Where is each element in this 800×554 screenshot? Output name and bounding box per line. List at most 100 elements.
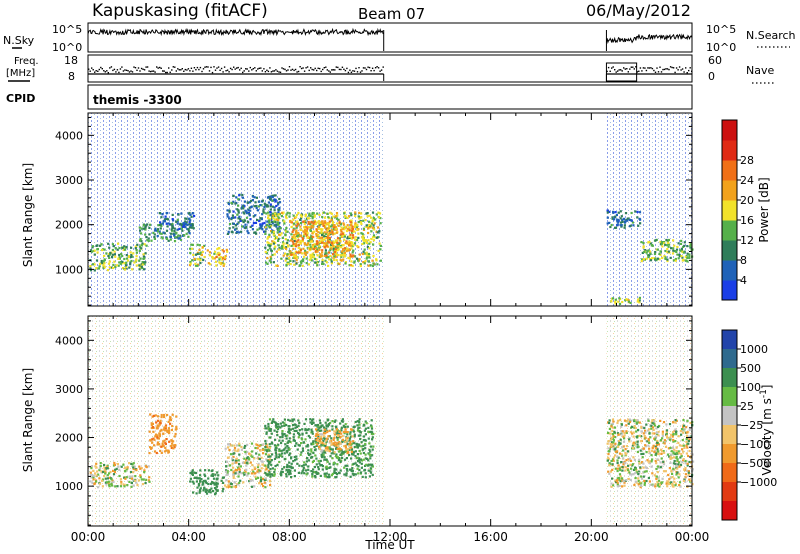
y-tick-label-4000: 4000: [55, 129, 83, 142]
power-echo-region-10: [609, 296, 641, 305]
power-echo-region-9: [640, 238, 694, 263]
power-colorbar: 4 8 12 16 20 24 28: [721, 119, 754, 301]
colorbar-segment-7: [722, 140, 737, 161]
power-echo-region-4: [206, 247, 229, 267]
power-panel: 1000 2000 3000 4000 Slant Range [km] 4 8 12 16…: [21, 112, 771, 307]
power-echo-region-5: [226, 193, 282, 235]
noise-panel-frame: [87, 22, 693, 53]
colorbar-tick-label-3: 25: [740, 400, 754, 413]
power-echo-region-0: [89, 242, 148, 272]
noise-sky-trace-0: [87, 27, 384, 37]
colorbar-tick-label-0: 1000: [740, 343, 768, 356]
colorbar-segment-4: [722, 406, 737, 426]
colorbar-segment-8: [722, 120, 737, 141]
power-colorbar-label: Power [dB]: [757, 177, 771, 242]
colorbar-segment-8: [722, 482, 737, 502]
colorbar-tick-label-1: 500: [740, 362, 761, 375]
time-tick-label-3: 12:00: [373, 530, 408, 544]
noise-trace: [87, 27, 693, 51]
time-tick-label-0: 00:00: [71, 530, 106, 544]
date-label: 06/May/2012: [586, 1, 691, 20]
colorbar-tick-label-3: 16: [740, 214, 754, 227]
colorbar-segment-9: [722, 501, 737, 521]
y-tick-label-4000: 4000: [55, 334, 83, 347]
colorbar-tick-label-6: 28: [740, 154, 754, 167]
noise-sky-trace-1: [605, 33, 693, 45]
noise-sky-label: N.Sky: [3, 34, 35, 47]
nave-label: Nave: [746, 64, 774, 77]
beam-label: Beam 07: [358, 5, 425, 23]
freq-trace: [87, 62, 693, 82]
freq-label-line1: Freq.: [14, 56, 39, 67]
colorbar-segment-3: [722, 220, 737, 241]
colorbar-tick-label-7: −1000: [740, 476, 777, 489]
background-scatter-1: [606, 113, 692, 306]
velocity-panel: 1000 2000 3000 4000 Slant Range [km] 1000 50…: [21, 315, 777, 527]
colorbar-segment-1: [722, 349, 737, 369]
y-tick-label-1000: 1000: [55, 480, 83, 493]
colorbar-tick-label-2: 12: [740, 234, 754, 247]
colorbar-tick-label-0: 4: [740, 274, 747, 287]
time-tick-label-4: 16:00: [473, 530, 508, 544]
velocity-y-axis: 1000 2000 3000 4000: [55, 320, 692, 526]
colorbar-tick-label-1: 8: [740, 254, 747, 267]
background-scatter-0: [88, 316, 384, 526]
noise-panel: N.Sky 10^5 10^0 10^5 10^0 N.Search: [3, 22, 796, 54]
colorbar-tick-label-6: −500: [740, 457, 770, 470]
velocity-echo-region-5: [314, 428, 355, 455]
colorbar-segment-0: [722, 280, 737, 301]
velocity-echo-region-0: [89, 461, 151, 489]
cpid-label: CPID: [6, 92, 35, 105]
cpid-value: themis -3300: [93, 93, 182, 107]
power-y-axis-label: Slant Range [km]: [21, 163, 35, 267]
velocity-echo-region-3: [224, 442, 272, 489]
colorbar-segment-5: [722, 425, 737, 445]
power-data-layer: [88, 113, 694, 306]
nave-right-tick-bottom: 0: [708, 70, 715, 83]
noise-left-tick-top: 10^5: [52, 23, 82, 36]
velocity-y-axis-label: Slant Range [km]: [21, 368, 35, 472]
time-tick-label-2: 08:00: [272, 530, 307, 544]
freq-left-tick-top: 18: [64, 54, 78, 67]
colorbar-segment-4: [722, 200, 737, 221]
colorbar-segment-5: [722, 180, 737, 201]
colorbar-tick-label-4: 20: [740, 194, 754, 207]
velocity-colorbar-label: Velocity [m s-1]: [759, 385, 774, 476]
velocity-data-layer: [88, 316, 695, 526]
freq-left-tick-bottom: 8: [68, 70, 75, 83]
power-echo-region-3: [188, 243, 206, 267]
noise-search-label: N.Search: [746, 29, 796, 42]
power-x-ticks: [87, 113, 693, 306]
colorbar-segment-1: [722, 260, 737, 281]
colorbar-segment-3: [722, 387, 737, 407]
colorbar-tick-label-5: −100: [740, 438, 770, 451]
time-tick-label-5: 20:00: [574, 530, 609, 544]
power-y-axis: 1000 2000 3000 4000: [55, 116, 692, 306]
noise-right-tick-top: 10^5: [706, 23, 736, 36]
time-axis-label: Time UT: [364, 538, 415, 552]
time-tick-label-1: 04:00: [171, 530, 206, 544]
y-tick-label-3000: 3000: [55, 174, 83, 187]
nave-step-box: [605, 62, 638, 82]
colorbar-segment-2: [722, 240, 737, 261]
power-echo-region-8: [606, 209, 642, 229]
velocity-echo-region-2: [189, 469, 225, 496]
colorbar-segment-0: [722, 330, 737, 350]
colorbar-tick-label-4: −25: [740, 419, 763, 432]
colorbar-segment-6: [722, 444, 737, 464]
velocity-colorbar: 1000 500 100 25 −25 −100 −500 −1000: [721, 329, 777, 521]
velocity-echo-region-1: [148, 413, 178, 455]
noise-right-tick-bottom: 10^0: [706, 41, 736, 54]
power-echo-region-2: [158, 211, 196, 231]
y-tick-label-1000: 1000: [55, 263, 83, 276]
y-tick-label-3000: 3000: [55, 383, 83, 396]
radar-title: Kapuskasing (fitACF): [92, 1, 268, 21]
background-scatter-0: [88, 113, 384, 306]
y-tick-label-2000: 2000: [55, 432, 83, 445]
nave-right-tick-top: 60: [708, 54, 722, 67]
velocity-echo-region-6: [606, 418, 695, 489]
velocity-x-ticks: [87, 316, 693, 526]
colorbar-tick-label-2: 100: [740, 381, 761, 394]
y-tick-label-2000: 2000: [55, 219, 83, 232]
